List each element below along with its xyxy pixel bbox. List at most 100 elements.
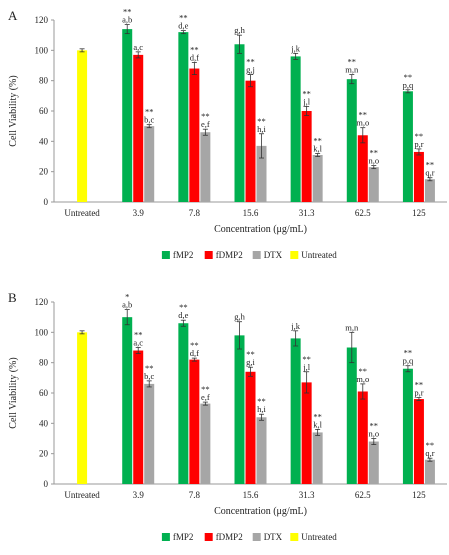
data-label: q,r: [425, 448, 434, 458]
bar-fmp2: [290, 56, 301, 203]
data-label: **: [145, 107, 154, 117]
bar-fmp2: [178, 323, 189, 484]
data-label: p,q: [403, 80, 414, 90]
data-label: d,e: [178, 21, 188, 31]
y-tick-label: 80: [39, 358, 49, 368]
legend-entry: Untreated: [301, 250, 337, 260]
x-tick-label: 62.5: [355, 208, 371, 218]
data-label: **: [302, 88, 311, 98]
x-tick-label: 125: [412, 208, 426, 218]
data-label: p,r: [414, 139, 423, 149]
data-label: **: [246, 57, 255, 67]
x-tick-label: 31.3: [299, 490, 315, 500]
data-label: a,b: [122, 300, 132, 310]
legend-entry: fMP2: [173, 250, 194, 260]
bar-fdmp2: [413, 151, 424, 202]
data-label: d,e: [178, 310, 188, 320]
data-label: **: [426, 160, 435, 170]
data-label: g,j: [246, 65, 255, 75]
data-label: **: [370, 148, 379, 158]
x-tick-label: Untreated: [64, 208, 100, 218]
data-label: **: [179, 13, 188, 23]
y-tick-label: 0: [44, 197, 49, 207]
data-label: q,r: [425, 168, 434, 178]
bar-fdmp2: [133, 54, 144, 203]
bar-fdmp2: [133, 350, 144, 484]
data-label: **: [179, 302, 188, 312]
bar-fdmp2: [245, 371, 256, 484]
bar-fmp2: [234, 335, 245, 484]
x-tick-label: 7.8: [189, 490, 201, 500]
data-label: h,i: [257, 404, 266, 414]
y-tick-label: 120: [35, 15, 49, 25]
bar-fmp2: [290, 338, 301, 484]
bar-fdmp2: [301, 382, 312, 484]
x-tick-label: 15.6: [243, 490, 259, 500]
legend-entry: Untreated: [301, 532, 337, 542]
legend-swatch: [290, 251, 299, 259]
x-tick-label: 7.8: [189, 208, 201, 218]
y-tick-label: 0: [44, 479, 49, 489]
data-label: d,f: [190, 52, 199, 62]
bar-fdmp2: [357, 391, 368, 484]
y-axis-title: Cell Viability (%): [8, 75, 19, 146]
legend-entry: fMP2: [173, 532, 194, 542]
bar-dtx: [312, 154, 323, 202]
chart-panel-a: A Cell Viability (%) 0 20 40 60 80 100 120 Untrea…: [8, 7, 447, 260]
data-label: **: [201, 384, 210, 394]
legend-entry: fDMP2: [216, 532, 243, 542]
legend-swatch: [252, 533, 261, 541]
bar-dtx: [312, 432, 323, 484]
data-label: g,h: [234, 312, 245, 322]
bar-fdmp2: [301, 111, 312, 202]
bar-dtx: [424, 179, 435, 202]
y-tick-label: 80: [39, 76, 49, 86]
data-label: **: [404, 348, 413, 358]
data-label: j,k: [290, 321, 300, 331]
y-tick-label: 20: [39, 167, 49, 177]
bar-dtx: [424, 459, 435, 484]
data-label: **: [313, 135, 322, 145]
legend-entry: DTX: [264, 532, 283, 542]
bar-fmp2: [122, 317, 133, 484]
data-label: m,o: [356, 374, 369, 384]
bar-dtx: [144, 126, 155, 202]
data-label: **: [246, 349, 255, 359]
data-label: **: [201, 111, 210, 121]
data-label: m,n: [345, 65, 359, 75]
data-label: **: [313, 411, 322, 421]
legend-swatch: [161, 533, 170, 541]
bar-untreated: [77, 332, 88, 484]
y-tick-label: 40: [39, 418, 49, 428]
bar-dtx: [368, 167, 379, 202]
bar-dtx: [256, 417, 267, 484]
data-label: g,h: [234, 25, 245, 35]
bar-fmp2: [402, 91, 413, 202]
data-label: b,c: [144, 371, 154, 381]
data-label: g,i: [246, 357, 255, 367]
x-axis-title: Concentration (μg/mL): [214, 506, 307, 517]
legend-swatch: [204, 251, 213, 259]
x-tick-label: 15.6: [243, 208, 259, 218]
data-label: a,c: [133, 42, 143, 52]
legend-swatch: [290, 533, 299, 541]
data-label: **: [190, 340, 199, 350]
bar-dtx: [144, 383, 155, 484]
legend-entry: fDMP2: [216, 250, 243, 260]
legend-swatch: [161, 251, 170, 259]
data-label: **: [359, 110, 368, 120]
legend-swatch: [252, 251, 261, 259]
bar-untreated: [77, 50, 88, 203]
bar-dtx: [200, 403, 211, 484]
data-label: k,l: [313, 143, 322, 153]
bar-fmp2: [234, 44, 245, 203]
data-label: m,o: [356, 118, 369, 128]
bar-dtx: [368, 441, 379, 484]
data-label: **: [134, 330, 143, 340]
data-label: a,b: [122, 15, 132, 25]
bar-fmp2: [346, 79, 357, 202]
y-tick-label: 100: [35, 45, 49, 55]
x-axis-title: Concentration (μg/mL): [214, 224, 307, 235]
bar-fdmp2: [357, 135, 368, 202]
legend-swatch: [204, 533, 213, 541]
